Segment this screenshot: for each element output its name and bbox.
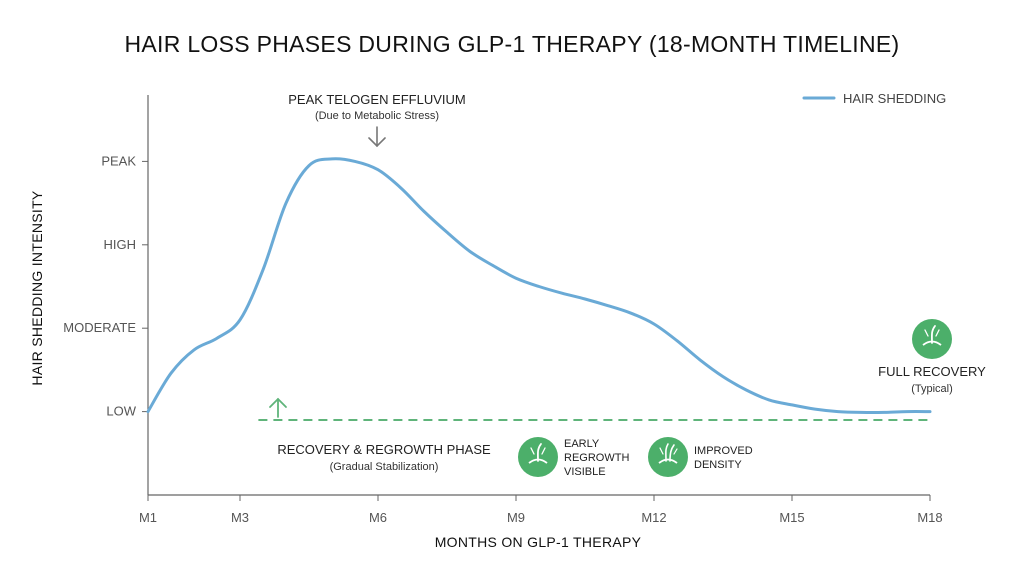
y-tick-label: PEAK: [101, 153, 136, 168]
x-tick-label: M15: [779, 510, 804, 525]
x-tick-label: M9: [507, 510, 525, 525]
series-layer: [146, 157, 932, 415]
early-regrowth-line-2: REGROWTH: [564, 452, 629, 464]
full-recovery-subtitle: (Typical): [911, 383, 953, 395]
full-recovery-annotation: FULL RECOVERY (Typical): [878, 319, 986, 395]
x-axis-title: MONTHS ON GLP-1 THERAPY: [435, 534, 642, 550]
peak-annotation-title: PEAK TELOGEN EFFLUVIUM: [288, 92, 465, 107]
hair-follicle-icon: [912, 319, 952, 359]
recovery-phase-annotation: RECOVERY & REGROWTH PHASE (Gradual Stabi…: [269, 397, 491, 473]
y-tick-label: HIGH: [104, 237, 137, 252]
x-tick-label: M12: [641, 510, 666, 525]
up-arrow-icon: [269, 397, 287, 418]
early-regrowth-line-1: EARLY: [564, 438, 600, 450]
axes: [147, 95, 930, 496]
hair-follicle-icon: [518, 437, 558, 477]
peak-annotation-subtitle: (Due to Metabolic Stress): [315, 110, 439, 122]
x-tick-label: M6: [369, 510, 387, 525]
improved-density-line-2: DENSITY: [694, 459, 742, 471]
x-ticks: M1 M3 M6 M9 M12 M15 M18: [139, 495, 943, 525]
x-tick-label: M1: [139, 510, 157, 525]
series-line-hair-shedding: [146, 157, 932, 415]
y-tick-label: LOW: [106, 404, 136, 419]
early-regrowth-badge: EARLY REGROWTH VISIBLE: [518, 437, 629, 478]
y-ticks: LOW MODERATE HIGH PEAK: [63, 153, 148, 419]
legend: HAIR SHEDDING: [802, 91, 946, 106]
improved-density-badge: IMPROVED DENSITY: [648, 437, 753, 477]
full-recovery-title: FULL RECOVERY: [878, 364, 986, 379]
early-regrowth-line-3: VISIBLE: [564, 466, 606, 478]
chart-title: HAIR LOSS PHASES DURING GLP-1 THERAPY (1…: [125, 31, 900, 57]
legend-label: HAIR SHEDDING: [843, 91, 946, 106]
improved-density-line-1: IMPROVED: [694, 445, 753, 457]
down-arrow-icon: [368, 126, 386, 148]
recovery-phase-subtitle: (Gradual Stabilization): [330, 461, 439, 473]
recovery-phase-title: RECOVERY & REGROWTH PHASE: [277, 442, 491, 457]
x-tick-label: M3: [231, 510, 249, 525]
y-tick-label: MODERATE: [63, 320, 136, 335]
x-tick-label: M18: [917, 510, 942, 525]
y-axis-title: HAIR SHEDDING INTENSITY: [29, 190, 45, 386]
peak-annotation: PEAK TELOGEN EFFLUVIUM (Due to Metabolic…: [288, 92, 466, 148]
hair-follicle-icon: [648, 437, 688, 477]
